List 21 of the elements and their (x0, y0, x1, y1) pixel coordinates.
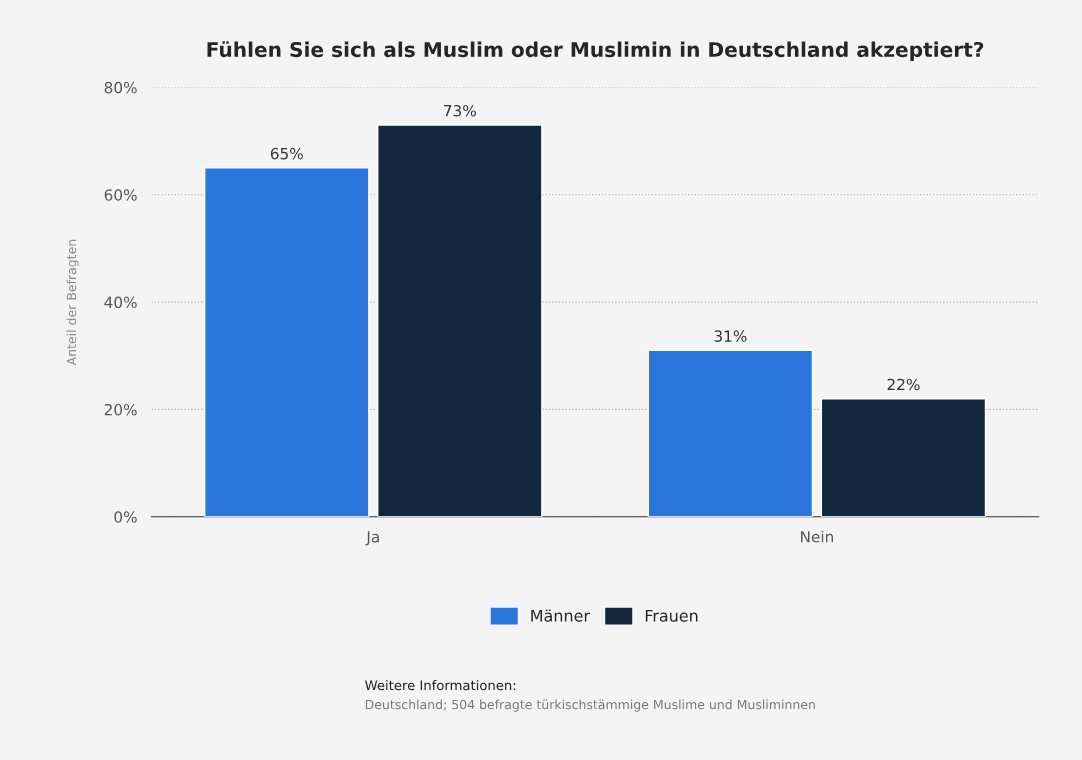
text: Deutschland; 504 befragte türkischstämmige Muslime und Musliminnen (365, 699, 815, 712)
legend-label: Männer (531, 609, 590, 622)
data-label: 22% (887, 378, 920, 391)
y-tick-label: 0% (114, 511, 137, 523)
bar (377, 124, 543, 517)
legend-label: Frauen (645, 609, 698, 622)
y-tick-label: 80% (104, 81, 137, 94)
y-tick-label: 60% (104, 189, 137, 201)
x-tick-label: Ja (365, 531, 379, 546)
bar (820, 398, 987, 517)
y-axis-title: Anteil der Befragten (66, 239, 79, 366)
data-label: 73% (444, 104, 476, 117)
y-tick-label: 20% (104, 403, 137, 416)
data-label: 65% (270, 147, 303, 160)
bar (204, 167, 370, 517)
y-tick-label: 40% (104, 296, 137, 309)
x-tick-label: Nein (801, 530, 833, 543)
data-label: 31% (714, 330, 747, 342)
chart-title: Fühlen Sie sich als Muslim oder Muslimin in Deutschland akzeptiert? (207, 41, 984, 62)
bar (647, 349, 814, 517)
text: Weitere Informationen: (365, 680, 516, 691)
